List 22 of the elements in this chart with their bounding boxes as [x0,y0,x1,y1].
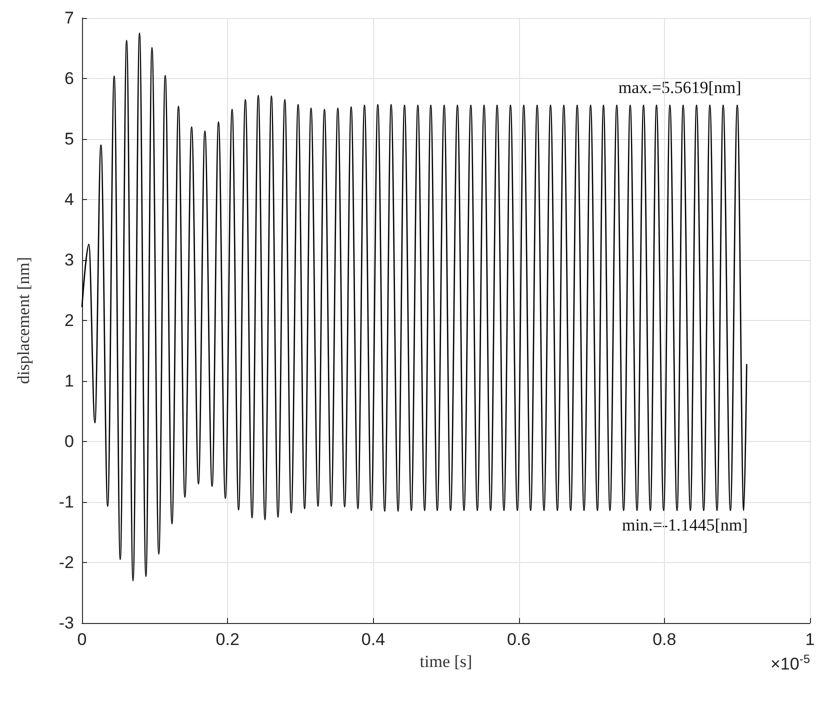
y-tick-label: 7 [64,8,74,28]
x-tick-label: 1 [805,630,815,649]
y-tick-label: -2 [58,553,74,572]
x-tick-label: 0 [77,630,87,649]
y-tick-label: 3 [64,250,74,270]
line-series [81,32,748,582]
y-tick-label: 4 [64,190,74,209]
y-tick-label: 0 [64,432,74,451]
y-tick-label: 6 [64,69,74,88]
x-tick-label: 0.4 [361,630,386,649]
annotation: max.=5.5619[nm] [618,78,742,98]
y-tick-label: -1 [58,492,74,512]
y-tick-label: 5 [64,130,74,148]
x-axis-title: time [s] [420,652,472,671]
y-tick-label: 2 [64,311,74,330]
x-tick-label: 0.2 [216,630,240,649]
annotation: min.=-1.1445[nm] [622,516,748,535]
x-tick-label: 0.8 [652,630,676,649]
y-axis-title: displacement [nm] [14,257,33,384]
y-tick-label: 1 [64,372,74,390]
x-tick-label: 0.6 [506,630,531,649]
y-tick-label: -3 [58,614,74,632]
